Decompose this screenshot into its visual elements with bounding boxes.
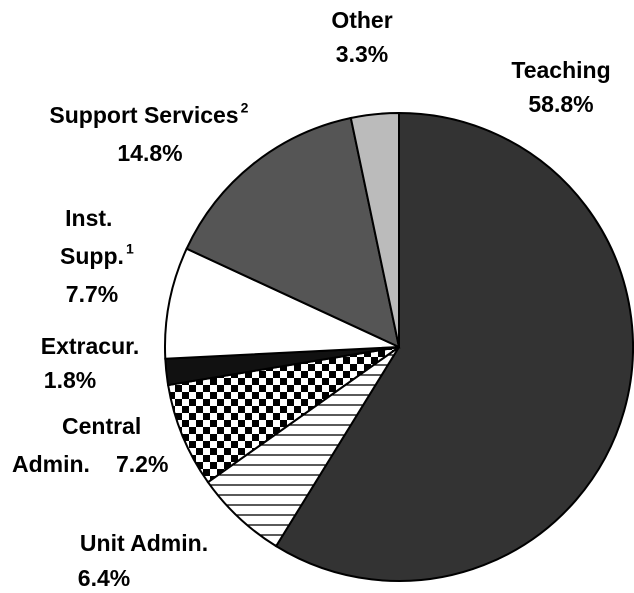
slice-label: Central Admin. bbox=[12, 413, 148, 477]
slice-label: Extracur. bbox=[41, 333, 139, 359]
slice-label: Other bbox=[331, 7, 392, 33]
pie-slice bbox=[349, 111, 400, 348]
value-label: 3.3% bbox=[336, 41, 388, 67]
label-note: 2 bbox=[241, 100, 249, 116]
slice-label: Unit Admin. bbox=[80, 530, 208, 556]
value-label: 7.2% bbox=[116, 451, 168, 477]
value-label: 6.4% bbox=[78, 565, 130, 591]
pie-slice bbox=[164, 247, 400, 360]
pie-slice bbox=[166, 346, 400, 484]
pie-slice bbox=[274, 111, 634, 582]
value-label: 58.8% bbox=[528, 91, 593, 117]
pie-slice bbox=[185, 116, 401, 349]
label-note: 1 bbox=[126, 241, 134, 257]
value-label: 14.8% bbox=[117, 140, 182, 166]
slice-label: Support Services bbox=[49, 102, 238, 128]
value-label: 7.7% bbox=[66, 281, 118, 307]
slice-label: Teaching bbox=[511, 57, 610, 83]
slice-label: Inst. Supp. bbox=[60, 205, 124, 269]
value-label: 1.8% bbox=[44, 367, 96, 393]
